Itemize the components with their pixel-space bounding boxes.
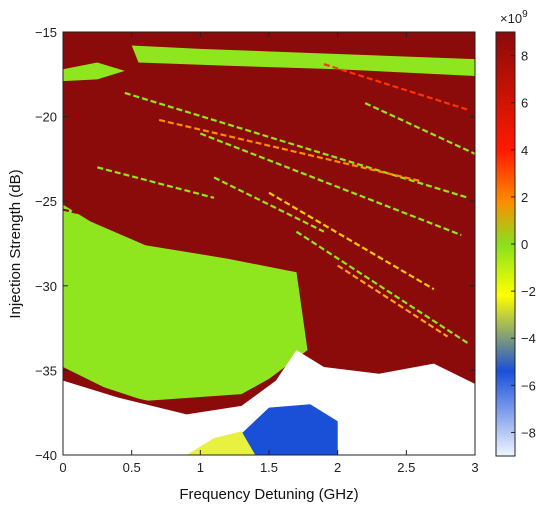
colorbar: 8 6 4 2 0 −2 −4 −6 −8 ×109 bbox=[495, 9, 536, 457]
region-unlocked-region bbox=[63, 350, 475, 455]
x-tick-label: 0 bbox=[59, 460, 66, 475]
x-tick-label: 3 bbox=[471, 460, 478, 475]
colorbar-tick-label: 4 bbox=[521, 143, 528, 158]
streak-4 bbox=[295, 230, 469, 345]
colorbar-tick-label: 8 bbox=[521, 49, 528, 64]
colorbar-exponent-base: ×10 bbox=[500, 11, 522, 26]
colorbar-tick-label: −8 bbox=[521, 425, 536, 440]
y-tick-label: −20 bbox=[35, 110, 57, 125]
region-stable-locking bbox=[63, 204, 308, 401]
colorbar-exponent: ×109 bbox=[500, 9, 528, 26]
y-tick-label: −35 bbox=[35, 363, 57, 378]
y-tick-label: −40 bbox=[35, 448, 57, 463]
x-axis-label: Frequency Detuning (GHz) bbox=[179, 486, 358, 503]
y-tick-label: −25 bbox=[35, 194, 57, 209]
region-left-upper-green bbox=[63, 62, 125, 82]
streak-0 bbox=[124, 91, 469, 199]
x-axis-ticks: 0 0.5 1 1.5 2 2.5 3 bbox=[59, 32, 479, 475]
heatmap-streaks bbox=[63, 63, 475, 345]
y-axis-ticks: −15 −20 −25 −30 −35 −40 bbox=[35, 25, 475, 463]
heatmap-regions bbox=[63, 45, 475, 455]
region-yellow-patch bbox=[186, 431, 256, 455]
colorbar-tick-label: −4 bbox=[521, 331, 536, 346]
plot-area bbox=[62, 31, 476, 456]
streak-9 bbox=[323, 63, 469, 111]
y-tick-label: −30 bbox=[35, 279, 57, 294]
streak-8 bbox=[364, 102, 475, 155]
x-tick-label: 1.5 bbox=[260, 460, 278, 475]
streak-2 bbox=[199, 132, 462, 237]
x-tick-label: 2 bbox=[334, 460, 341, 475]
x-tick-label: 0.5 bbox=[123, 460, 141, 475]
streak-3 bbox=[268, 191, 435, 291]
colorbar-tick-label: −6 bbox=[521, 378, 536, 393]
colorbar-tick-label: −2 bbox=[521, 284, 536, 299]
y-axis-label: Injection Strength (dB) bbox=[7, 169, 24, 318]
colorbar-exponent-power: 9 bbox=[522, 9, 528, 20]
colorbar-tick-label: 0 bbox=[521, 237, 528, 252]
x-tick-label: 1 bbox=[197, 460, 204, 475]
streak-7 bbox=[213, 176, 325, 233]
colorbar-tick-label: 2 bbox=[521, 190, 528, 205]
y-tick-label: −15 bbox=[35, 25, 57, 40]
colorbar-tick-label: 6 bbox=[521, 96, 528, 111]
colorbar-ticks: 8 6 4 2 0 −2 −4 −6 −8 bbox=[511, 49, 536, 440]
region-upper-green-band bbox=[131, 45, 475, 76]
streak-6 bbox=[97, 166, 215, 199]
streak-5 bbox=[337, 264, 449, 338]
x-tick-label: 2.5 bbox=[397, 460, 415, 475]
streak-10 bbox=[63, 208, 283, 260]
